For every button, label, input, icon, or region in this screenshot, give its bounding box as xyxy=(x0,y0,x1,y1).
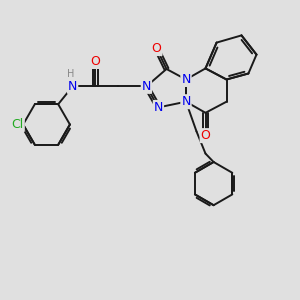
Text: Cl: Cl xyxy=(12,118,24,131)
Text: O: O xyxy=(201,129,210,142)
Text: H: H xyxy=(67,69,74,79)
Text: N: N xyxy=(68,80,77,93)
Text: N: N xyxy=(154,101,163,114)
Text: N: N xyxy=(181,73,191,86)
Text: N: N xyxy=(142,80,151,93)
Text: N: N xyxy=(181,95,191,108)
Text: O: O xyxy=(152,42,161,55)
Text: O: O xyxy=(91,55,100,68)
